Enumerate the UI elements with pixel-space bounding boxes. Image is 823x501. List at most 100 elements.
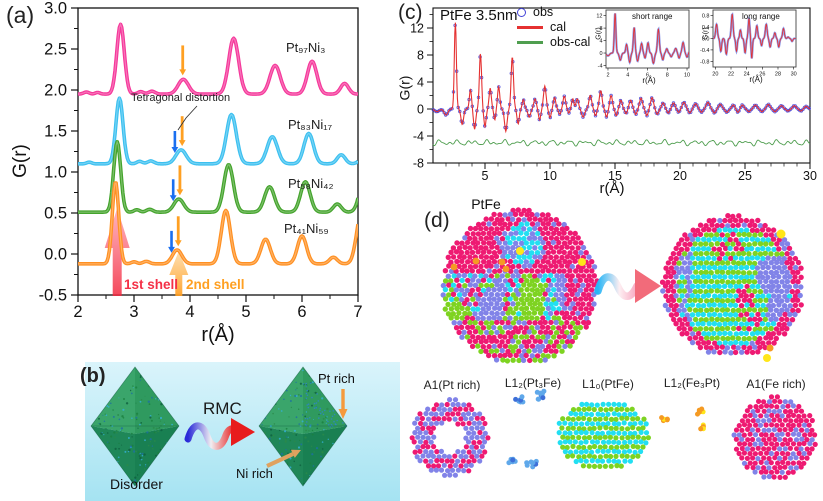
curve-Pt₄₁Ni₅₉ xyxy=(78,181,358,266)
ptfe-particle-ordered xyxy=(659,213,804,362)
curve-label-pt83ni17: Pt₈₃Ni₁₇ xyxy=(288,117,333,132)
panel-a-curves xyxy=(78,22,358,266)
panel-b-illustration xyxy=(85,362,400,501)
y-tick-label: 3.0 xyxy=(44,0,67,18)
inset-y-tick: 12 xyxy=(596,14,602,20)
panel-b-tag: (b) xyxy=(80,365,106,387)
inset-x-tick: 10 xyxy=(684,73,690,79)
panel-a-axes: 3.0 2.5 2.0 1.5 1.0 0.5 0.0 -0.5 2 3 4 5 6 7 xyxy=(39,0,363,321)
inset-short-ylabel: G(r) xyxy=(595,27,603,40)
distortion-arrows xyxy=(168,45,198,253)
cluster-label-l12-pt3fe: L1₂(Pt₃Fe) xyxy=(504,376,562,390)
panel-a-plot: 3.0 2.5 2.0 1.5 1.0 0.5 0.0 -0.5 2 3 4 5 6 7 xyxy=(39,0,363,321)
y-tick-label: -0.5 xyxy=(39,287,67,305)
panel-c-title: PtFe 3.5nm xyxy=(440,7,518,24)
inset-long-xlabel: r(Å) xyxy=(749,75,763,84)
inset-y-tick: -0.8 xyxy=(700,59,709,65)
y-tick-label: 12 xyxy=(410,22,424,36)
inset-y-tick: 4 xyxy=(599,39,602,45)
curve-Pt₉₇Ni₃ xyxy=(78,22,358,96)
y-tick-label: 4 xyxy=(417,76,424,90)
inset-x-tick: 6 xyxy=(646,73,649,79)
inset-x-tick: 22 xyxy=(728,72,734,78)
curve-label-pt41ni59: Pt₄₁Ni₅₉ xyxy=(284,221,329,236)
curve-Pt₅₈Ni₄₂ xyxy=(78,139,358,214)
ni-rich-arrow xyxy=(266,449,301,468)
disorder-label: Disorder xyxy=(110,476,163,492)
inset-x-tick: 28 xyxy=(775,72,781,78)
series-cal xyxy=(432,22,811,134)
inset-y-tick: 0 xyxy=(599,51,602,57)
rmc-wave-arrow xyxy=(184,418,255,450)
inset-x-tick: 30 xyxy=(791,72,797,78)
inset-x-tick: 4 xyxy=(626,73,629,79)
x-tick-label: 4 xyxy=(185,303,194,321)
panel-d-illustration xyxy=(409,207,818,480)
inset-long-range: 20 22 24 26 28 30 0.8 0.4 0.0 -0.4 -0.8 xyxy=(700,9,797,78)
annotation-first-shell: 1st shell xyxy=(124,277,179,292)
legend-cal-label: cal xyxy=(550,20,566,34)
y-tick-label: 0 xyxy=(417,103,424,117)
inset-short-title: short range xyxy=(632,12,673,21)
curve-Pt₈₃Ni₁₇ xyxy=(78,96,358,166)
y-tick-label: 1.5 xyxy=(44,123,67,141)
x-tick-label: 3 xyxy=(129,303,138,321)
curve-label-pt97ni3: Pt₉₇Ni₃ xyxy=(286,40,326,55)
pt-rich-arrow xyxy=(338,389,348,419)
legend-obs-label: obs xyxy=(533,5,554,19)
y-tick-label: 0.5 xyxy=(44,205,67,223)
disordered-octahedron xyxy=(90,366,180,487)
y-tick-label: 2.5 xyxy=(44,41,67,59)
panel-a-xlabel: r(Å) xyxy=(201,324,235,346)
ni-rich-label: Ni rich xyxy=(236,466,273,481)
inset-x-tick: 2 xyxy=(606,73,609,79)
legend-item-diff: obs-cal xyxy=(517,35,590,49)
panel-a-ylabel: G(r) xyxy=(9,144,31,178)
inset-y-tick: -0.4 xyxy=(700,48,709,54)
inset-x-tick: 24 xyxy=(744,72,750,78)
obs-marker-icon xyxy=(517,7,526,17)
annotation-second-shell: 2nd shell xyxy=(186,277,245,292)
x-tick-label: 7 xyxy=(353,303,362,321)
panel-c-legend: obs cal obs-cal xyxy=(517,5,590,49)
x-tick-label: 6 xyxy=(297,303,306,321)
y-tick-label: 0.0 xyxy=(44,246,67,264)
pt-rich-label: Pt rich xyxy=(318,371,355,386)
panel-c-xlabel: r(Å) xyxy=(599,180,625,197)
panel-c-tag: (c) xyxy=(398,1,423,24)
y-tick-label: 8 xyxy=(417,49,424,63)
inset-short-xlabel: r(Å) xyxy=(642,76,656,85)
cluster-label-l10-ptfe: L1₀(PtFe) xyxy=(582,377,634,391)
cluster-a1-fe-rich xyxy=(731,394,818,480)
y-tick-label: -4 xyxy=(413,130,424,144)
inset-long-ylabel: G(r) xyxy=(702,27,710,40)
cluster-l10-ptfe xyxy=(556,401,651,469)
legend-item-obs: obs xyxy=(517,5,590,19)
inset-x-tick: 20 xyxy=(712,72,718,78)
x-tick-label: 2 xyxy=(73,303,82,321)
rmc-label: RMC xyxy=(203,399,242,418)
inset-y-tick: 0.8 xyxy=(702,14,710,20)
x-tick-label: 5 xyxy=(241,303,250,321)
panel-d-tag: (d) xyxy=(424,209,450,232)
inset-x-tick: 8 xyxy=(666,73,669,79)
x-tick-label: 30 xyxy=(803,169,817,183)
panel-d-title: PtFe xyxy=(471,196,501,212)
cluster-l12-pt3fe xyxy=(506,388,547,470)
inset-short-range: 2 4 6 8 10 12 8 4 0 -4 xyxy=(596,9,690,79)
series-obs-minus-cal xyxy=(432,138,811,147)
transformation-wave-arrow xyxy=(594,269,661,303)
cal-line-icon xyxy=(517,25,543,29)
inset-y-tick: 0.4 xyxy=(702,25,710,31)
cluster-label-a1-fe-rich: A1(Fe rich) xyxy=(746,377,806,391)
x-tick-label: 15 xyxy=(608,169,622,183)
x-tick-label: 10 xyxy=(543,169,557,183)
y-tick-label: 1.0 xyxy=(44,164,67,182)
inset-x-tick: 26 xyxy=(759,72,765,78)
cluster-label-a1-pt-rich: A1(Pt rich) xyxy=(423,378,481,392)
inset-y-tick: -4 xyxy=(598,64,603,70)
ptfe-particle-disordered xyxy=(440,207,600,364)
y-tick-label: -8 xyxy=(413,157,424,171)
